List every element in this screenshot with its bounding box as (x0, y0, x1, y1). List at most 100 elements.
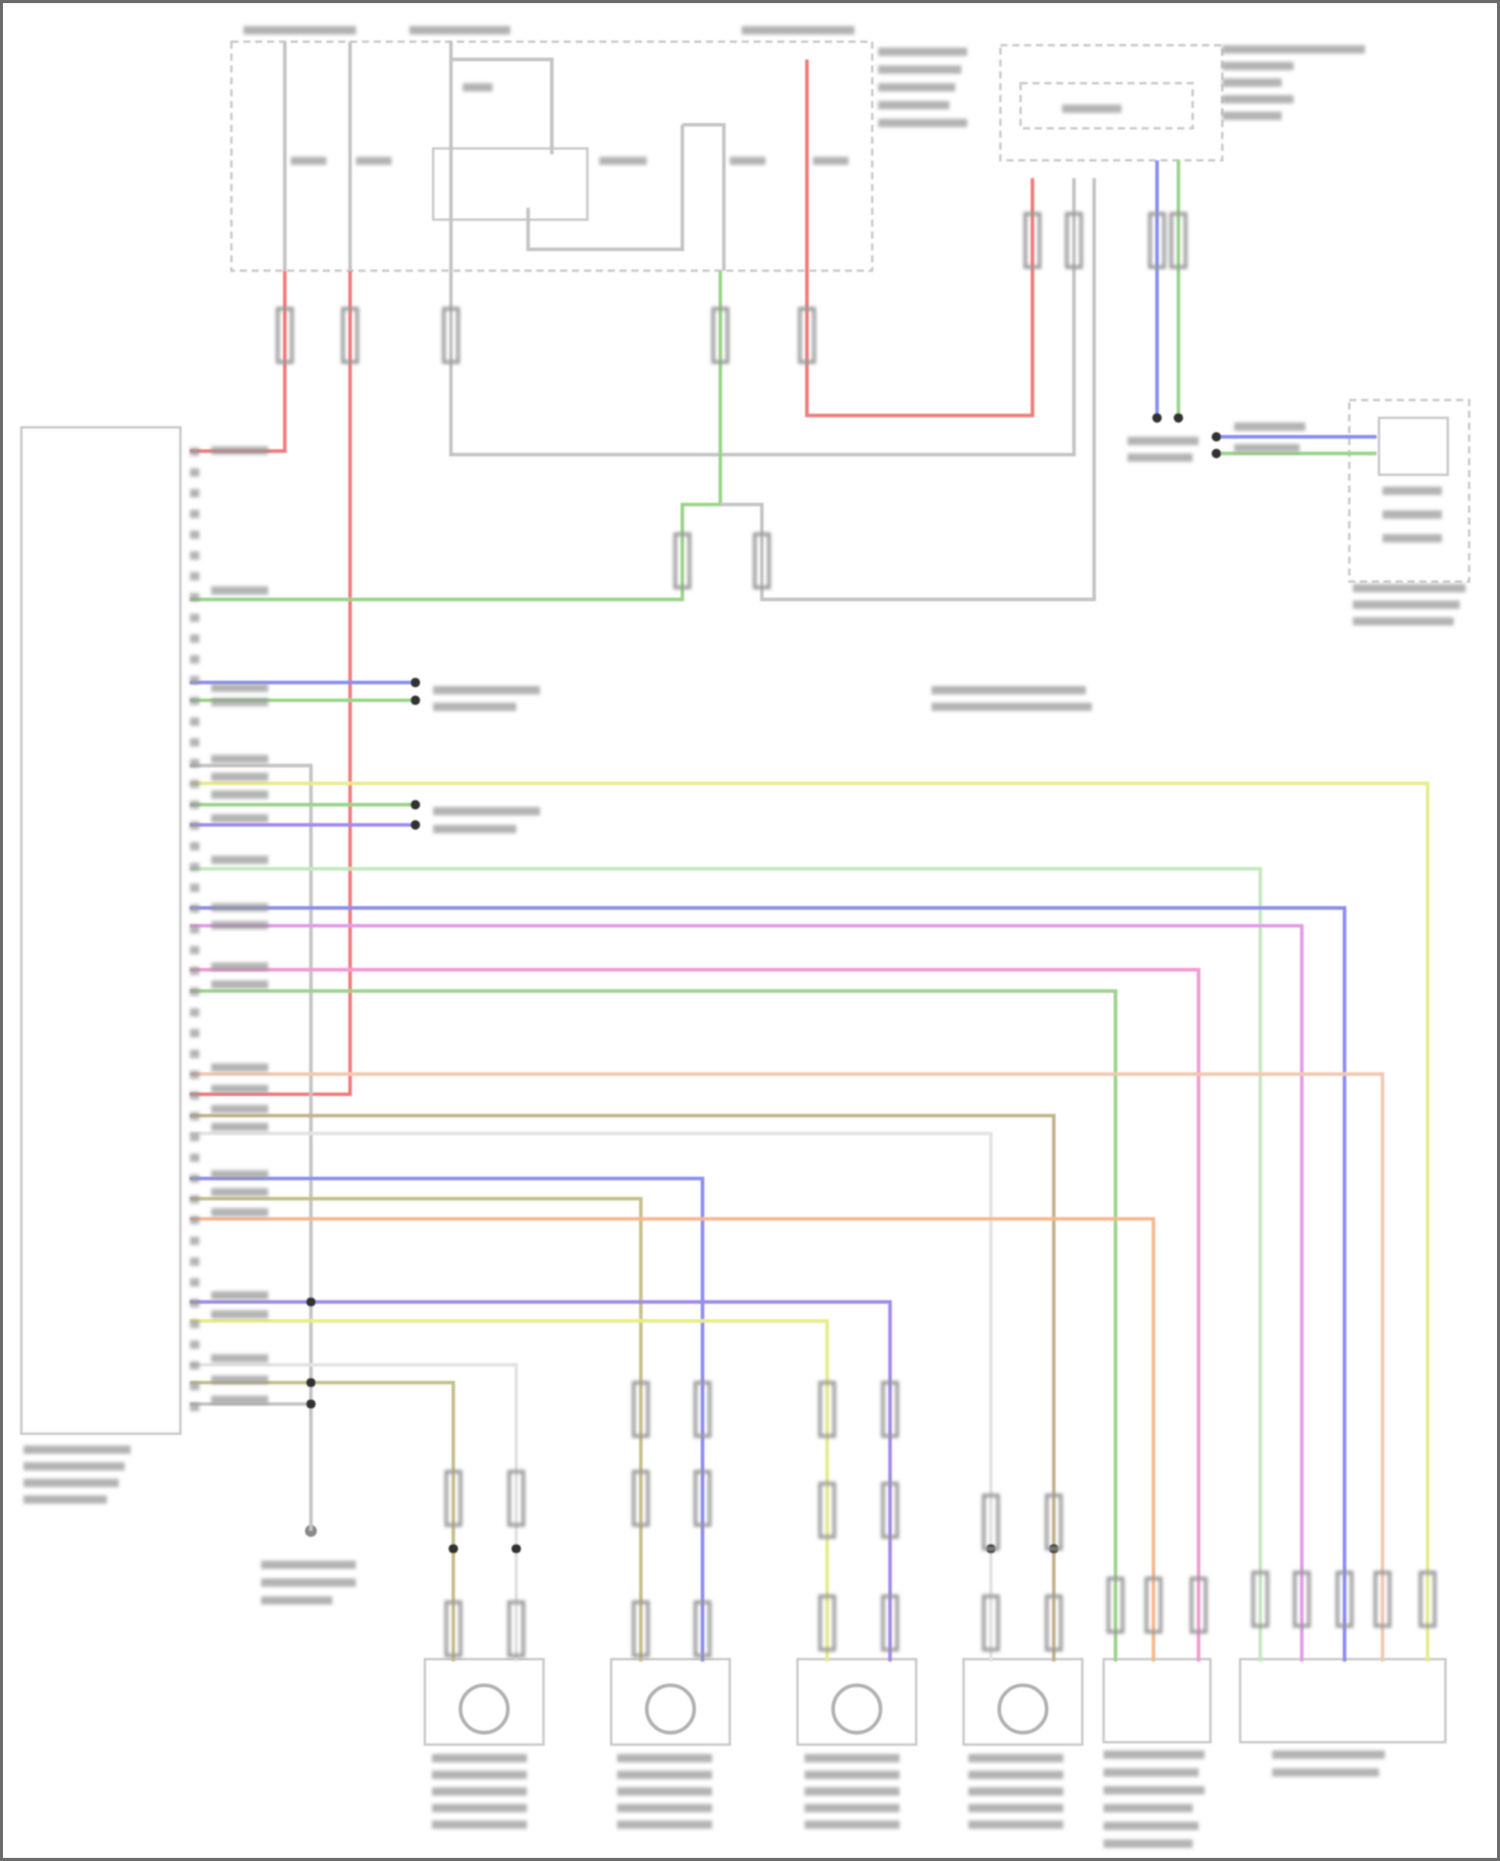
illegible-label (189, 634, 200, 643)
illegible-label (1103, 1839, 1193, 1848)
wire-gray-18 (189, 763, 313, 1531)
wire-gray-7 (720, 178, 1096, 602)
illegible-label (1272, 1750, 1385, 1759)
wheel-speed-sensor-4 (962, 1657, 1084, 1746)
wire-light_gray-29 (189, 1131, 993, 1662)
illegible-label (599, 156, 647, 166)
connector-tag (275, 306, 294, 364)
connector-tag (881, 1380, 899, 1438)
wire-gray-3 (450, 57, 554, 155)
illegible-label (462, 83, 493, 92)
illegible-label (804, 1754, 900, 1763)
sensor-coil-icon (458, 1683, 510, 1735)
illegible-label (431, 1803, 527, 1813)
connector-tag (1044, 1594, 1063, 1652)
connector-tag (1144, 1576, 1163, 1634)
illegible-label (189, 1361, 200, 1370)
wheel-speed-sensor-2 (609, 1657, 732, 1746)
wire-olive-31 (189, 1196, 643, 1662)
connector-tag (1335, 1570, 1354, 1628)
illegible-label (878, 100, 950, 110)
illegible-label (211, 446, 269, 455)
illegible-label (189, 1153, 200, 1162)
illegible-label (211, 855, 269, 865)
illegible-label (189, 1278, 200, 1287)
illegible-label (23, 1495, 107, 1504)
connector-tag (818, 1380, 837, 1438)
illegible-label (1062, 104, 1122, 113)
wire-red-1 (189, 270, 352, 1097)
connector-tag (982, 1594, 1000, 1652)
splice-dot (306, 1399, 316, 1409)
illegible-label (1103, 1803, 1193, 1813)
illegible-label (211, 1063, 269, 1072)
connector-tag (341, 306, 359, 364)
connector-tag (507, 1469, 526, 1527)
switch-module-1 (1102, 1657, 1212, 1744)
illegible-label (968, 1803, 1064, 1813)
connector-tag (673, 532, 692, 590)
illegible-label (1272, 1768, 1379, 1777)
wire-green-6 (189, 270, 723, 602)
illegible-label (189, 925, 200, 934)
illegible-label (617, 1787, 713, 1796)
illegible-label (433, 824, 517, 834)
wire-olive-36 (189, 1380, 456, 1662)
wire-red-0 (189, 270, 287, 453)
illegible-label (431, 1754, 527, 1763)
illegible-label (211, 1310, 269, 1319)
illegible-label (931, 702, 1092, 711)
illegible-label (211, 1104, 269, 1114)
illegible-label (878, 65, 962, 74)
wire-blue-30 (189, 1176, 705, 1662)
illegible-label (211, 814, 269, 823)
illegible-label (189, 966, 200, 976)
illegible-label (804, 1820, 900, 1829)
illegible-label (804, 1803, 900, 1813)
connector-tag (693, 1600, 712, 1658)
illegible-label (261, 1578, 357, 1587)
illegible-label (211, 962, 269, 971)
wire-gray-5 (526, 124, 685, 252)
illegible-label (433, 686, 540, 695)
wire-blue-23 (189, 906, 1347, 1662)
illegible-label (189, 447, 200, 456)
illegible-label (189, 862, 200, 872)
illegible-label (189, 987, 200, 996)
illegible-label (189, 696, 200, 706)
connector-tag (1373, 1570, 1392, 1628)
connector-tag (444, 1600, 463, 1658)
illegible-label (211, 1395, 269, 1404)
illegible-label (189, 1112, 200, 1121)
illegible-label (431, 1787, 527, 1796)
illegible-label (1352, 600, 1460, 609)
illegible-label (189, 551, 200, 560)
illegible-label (878, 83, 956, 92)
illegible-label (211, 1291, 269, 1300)
wire-gray-4 (682, 122, 726, 271)
left-control-module (20, 426, 182, 1435)
connector-tag (693, 1380, 712, 1438)
connector-tag (818, 1594, 837, 1652)
connector-tag (1251, 1570, 1270, 1628)
illegible-label (189, 1132, 200, 1142)
illegible-label (211, 1375, 269, 1384)
wire-pink-25 (189, 967, 1201, 1662)
illegible-label (431, 1820, 527, 1829)
illegible-label (211, 903, 269, 912)
illegible-label (189, 883, 200, 892)
connector-tag (1065, 211, 1083, 269)
connector-tag (1418, 1570, 1437, 1628)
illegible-label (23, 1445, 131, 1454)
illegible-label (431, 1770, 527, 1779)
illegible-label (189, 1174, 200, 1183)
illegible-label (211, 772, 269, 781)
illegible-label (1103, 1821, 1199, 1831)
connector-tag (507, 1600, 526, 1658)
connector-tag (982, 1493, 1000, 1551)
illegible-label (812, 156, 849, 166)
illegible-label (968, 1820, 1064, 1829)
illegible-label (189, 738, 200, 747)
connector-tag (752, 532, 771, 590)
